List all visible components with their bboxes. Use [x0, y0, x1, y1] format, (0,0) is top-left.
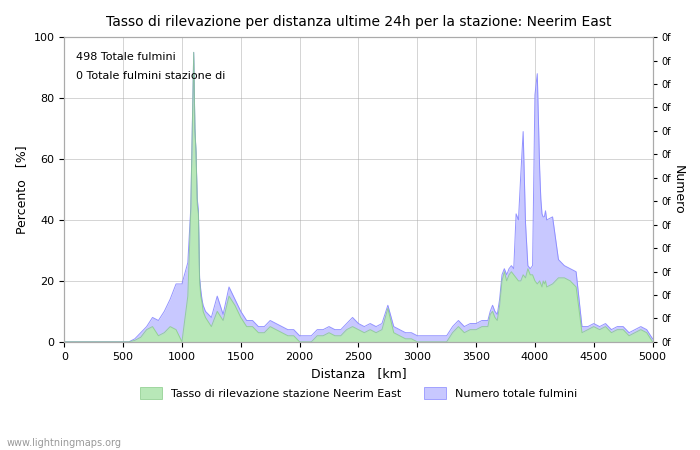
Y-axis label: Numero: Numero — [672, 165, 685, 214]
Title: Tasso di rilevazione per distanza ultime 24h per la stazione: Neerim East: Tasso di rilevazione per distanza ultime… — [106, 15, 611, 29]
Text: 0 Totale fulmini stazione di: 0 Totale fulmini stazione di — [76, 71, 225, 81]
X-axis label: Distanza   [km]: Distanza [km] — [311, 367, 406, 380]
Text: www.lightningmaps.org: www.lightningmaps.org — [7, 437, 122, 447]
Y-axis label: Percento   [%]: Percento [%] — [15, 145, 28, 234]
Text: 498 Totale fulmini: 498 Totale fulmini — [76, 52, 176, 63]
Legend: Tasso di rilevazione stazione Neerim East, Numero totale fulmini: Tasso di rilevazione stazione Neerim Eas… — [136, 383, 581, 403]
